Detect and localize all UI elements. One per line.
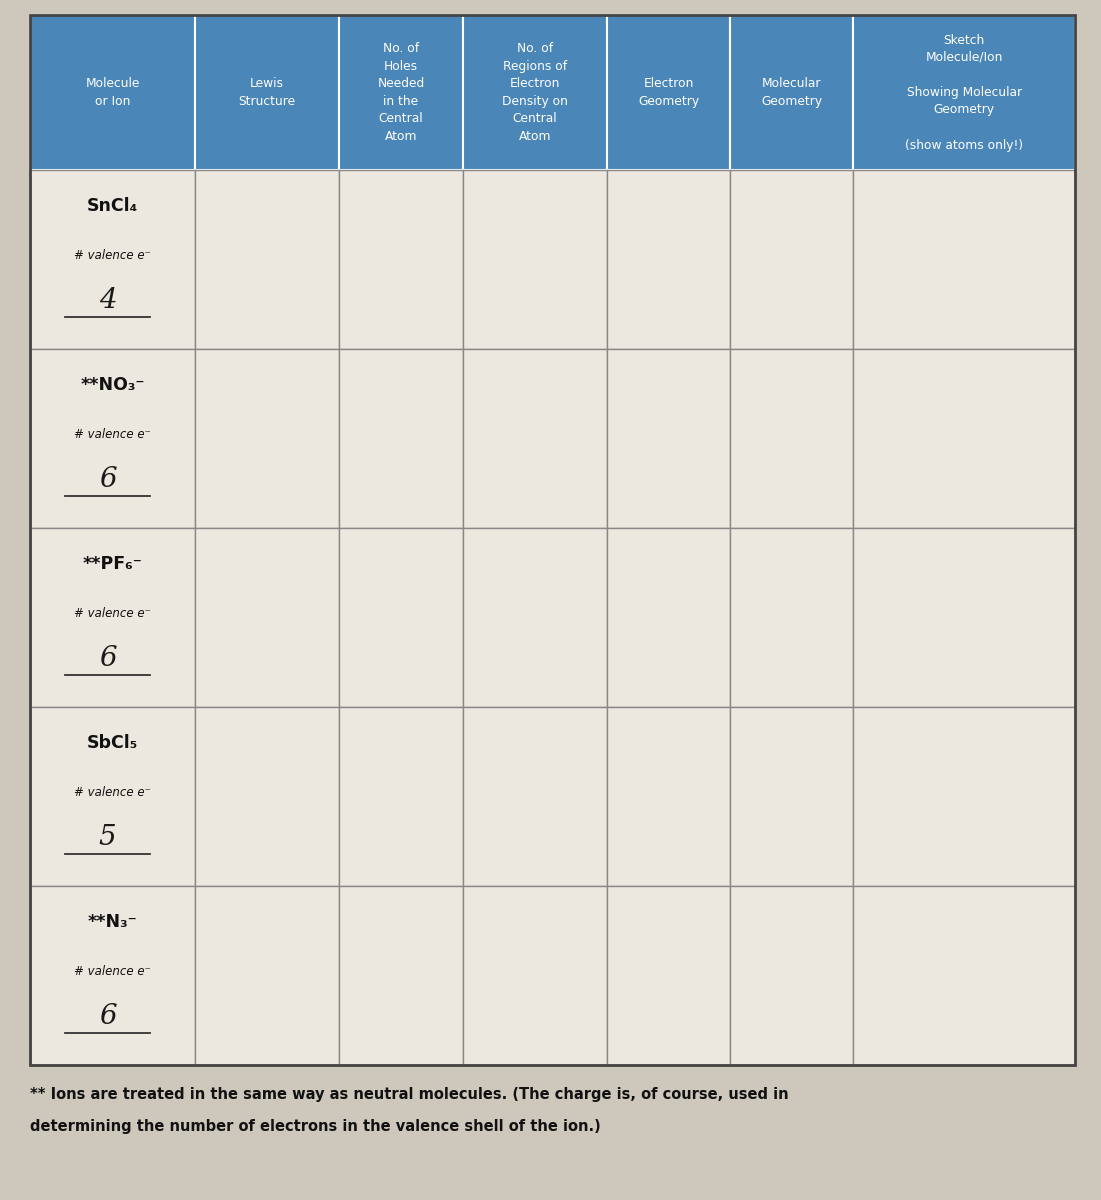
Bar [462,707,607,886]
Text: SbCl₅: SbCl₅ [87,733,139,751]
Text: 6: 6 [99,646,117,672]
Bar [853,170,1075,349]
Bar [30,528,195,707]
Text: **N₃⁻: **N₃⁻ [88,913,138,931]
Bar [607,528,730,707]
Bar [195,886,339,1066]
Bar [339,349,462,528]
Bar [30,14,1075,1066]
Bar [462,349,607,528]
Text: 6: 6 [99,466,117,493]
Bar [462,170,607,349]
Text: Sketch
Molecule/Ion

Showing Molecular
Geometry

(show atoms only!): Sketch Molecule/Ion Showing Molecular Ge… [905,34,1023,151]
Bar [195,349,339,528]
Bar [730,707,853,886]
Bar [30,14,195,170]
Text: ** Ions are treated in the same way as neutral molecules. (The charge is, of cou: ** Ions are treated in the same way as n… [30,1087,788,1102]
Bar [30,886,195,1066]
Bar [607,707,730,886]
Text: No. of
Holes
Needed
in the
Central
Atom: No. of Holes Needed in the Central Atom [378,42,425,143]
Bar [195,170,339,349]
Text: 4: 4 [99,287,117,314]
Text: Molecule
or Ion: Molecule or Ion [86,77,140,108]
Bar [195,14,339,170]
Bar [730,14,853,170]
Text: # valence e⁻: # valence e⁻ [74,428,151,442]
Bar [462,14,607,170]
Bar [462,886,607,1066]
Bar [607,886,730,1066]
Text: # valence e⁻: # valence e⁻ [74,250,151,263]
Bar [730,886,853,1066]
Bar [339,14,462,170]
Text: # valence e⁻: # valence e⁻ [74,607,151,620]
Bar [607,349,730,528]
Text: SnCl₄: SnCl₄ [87,197,139,215]
Bar [853,528,1075,707]
Bar [730,528,853,707]
Bar [339,528,462,707]
Bar [462,528,607,707]
Bar [195,528,339,707]
Text: # valence e⁻: # valence e⁻ [74,786,151,799]
Bar [730,170,853,349]
Bar [730,349,853,528]
Text: **NO₃⁻: **NO₃⁻ [80,376,145,394]
Bar [607,170,730,349]
Bar [853,349,1075,528]
Bar [195,707,339,886]
Bar [607,14,730,170]
Bar [30,349,195,528]
Bar [339,886,462,1066]
Text: Electron
Geometry: Electron Geometry [637,77,699,108]
Text: Molecular
Geometry: Molecular Geometry [761,77,822,108]
Bar [30,707,195,886]
Bar [30,170,195,349]
Text: Lewis
Structure: Lewis Structure [239,77,296,108]
Text: # valence e⁻: # valence e⁻ [74,966,151,978]
Bar [853,707,1075,886]
Text: 6: 6 [99,1003,117,1030]
Bar [339,707,462,886]
Bar [853,886,1075,1066]
Text: determining the number of electrons in the valence shell of the ion.): determining the number of electrons in t… [30,1118,601,1134]
Bar [339,170,462,349]
Text: No. of
Regions of
Electron
Density on
Central
Atom: No. of Regions of Electron Density on Ce… [502,42,568,143]
Text: **PF₆⁻: **PF₆⁻ [83,554,142,572]
Bar [853,14,1075,170]
Text: 5: 5 [99,824,117,851]
